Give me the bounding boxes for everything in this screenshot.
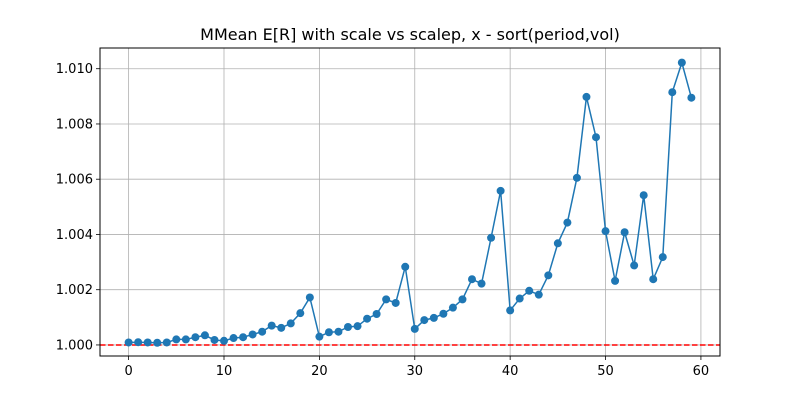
- data-point: [410, 324, 419, 333]
- data-point: [668, 88, 677, 97]
- y-tick-label: 1.004: [56, 228, 93, 243]
- data-point: [468, 275, 476, 284]
- data-point: [611, 276, 620, 285]
- x-tick-label: 0: [124, 364, 132, 379]
- y-axis: 1.000 1.002 1.004 1.006 1.008 1.010: [56, 62, 100, 353]
- y-tick-label: 1.002: [56, 283, 93, 298]
- data-point: [563, 218, 572, 227]
- data-point: [210, 335, 219, 344]
- data-point: [248, 330, 257, 339]
- data-point: [572, 173, 581, 182]
- data-point: [315, 332, 324, 341]
- grid-lines: [100, 48, 720, 356]
- chart-title: MMean E[R] with scale vs scalep, x - sor…: [200, 25, 620, 44]
- data-point: [124, 338, 133, 347]
- data-point: [401, 262, 410, 271]
- x-tick-label: 20: [311, 364, 328, 379]
- data-point: [658, 253, 667, 262]
- data-point: [477, 279, 486, 288]
- data-point: [553, 239, 562, 248]
- data-point: [582, 92, 591, 101]
- data-point: [162, 338, 171, 347]
- data-point: [515, 294, 524, 303]
- data-point: [267, 321, 276, 330]
- data-point: [181, 335, 190, 344]
- data-point: [639, 191, 648, 200]
- data-point: [592, 133, 600, 142]
- data-point: [487, 233, 496, 242]
- data-point: [506, 306, 515, 315]
- data-point: [363, 314, 372, 323]
- data-point: [630, 261, 639, 270]
- data-point: [239, 333, 248, 342]
- plot-frame: [99, 47, 721, 357]
- plot-background: [100, 48, 720, 356]
- data-point: [677, 58, 686, 67]
- x-tick-label: 40: [502, 364, 519, 379]
- y-tick-label: 1.000: [56, 338, 93, 353]
- data-point: [305, 293, 314, 302]
- data-point: [525, 286, 534, 295]
- data-point: [429, 313, 438, 322]
- data-point: [172, 335, 181, 344]
- x-tick-label: 50: [597, 364, 614, 379]
- data-point: [439, 309, 448, 318]
- data-point: [143, 338, 152, 347]
- data-point: [200, 331, 209, 340]
- data-point: [544, 271, 553, 280]
- data-point: [649, 275, 658, 284]
- y-tick-label: 1.010: [56, 62, 93, 77]
- data-point: [191, 333, 200, 342]
- data-point: [687, 93, 696, 102]
- y-tick-label: 1.008: [56, 117, 93, 132]
- y-tick-label: 1.006: [56, 173, 93, 188]
- data-point: [258, 327, 267, 336]
- data-point: [344, 322, 352, 331]
- data-point: [286, 319, 295, 328]
- x-tick-label: 30: [406, 364, 423, 379]
- data-point: [534, 290, 543, 299]
- data-point: [296, 309, 305, 318]
- data-point: [372, 310, 381, 319]
- data-point: [134, 338, 143, 347]
- data-point: [220, 336, 228, 345]
- data-point: [229, 334, 238, 343]
- series-group: [124, 58, 696, 347]
- data-point: [153, 338, 162, 347]
- x-tick-label: 10: [216, 364, 233, 379]
- x-tick-label: 60: [693, 364, 710, 379]
- data-point: [324, 328, 333, 337]
- data-point: [448, 303, 457, 312]
- data-point: [353, 322, 362, 331]
- data-point: [601, 227, 610, 236]
- data-point: [391, 298, 400, 307]
- data-point: [277, 323, 286, 332]
- data-point: [458, 295, 467, 304]
- data-point: [334, 327, 343, 336]
- data-point: [496, 186, 505, 195]
- data-point: [420, 316, 429, 325]
- x-axis: 0 10 20 30 40 50 60: [124, 356, 709, 379]
- data-point: [620, 228, 629, 237]
- data-point: [382, 295, 391, 304]
